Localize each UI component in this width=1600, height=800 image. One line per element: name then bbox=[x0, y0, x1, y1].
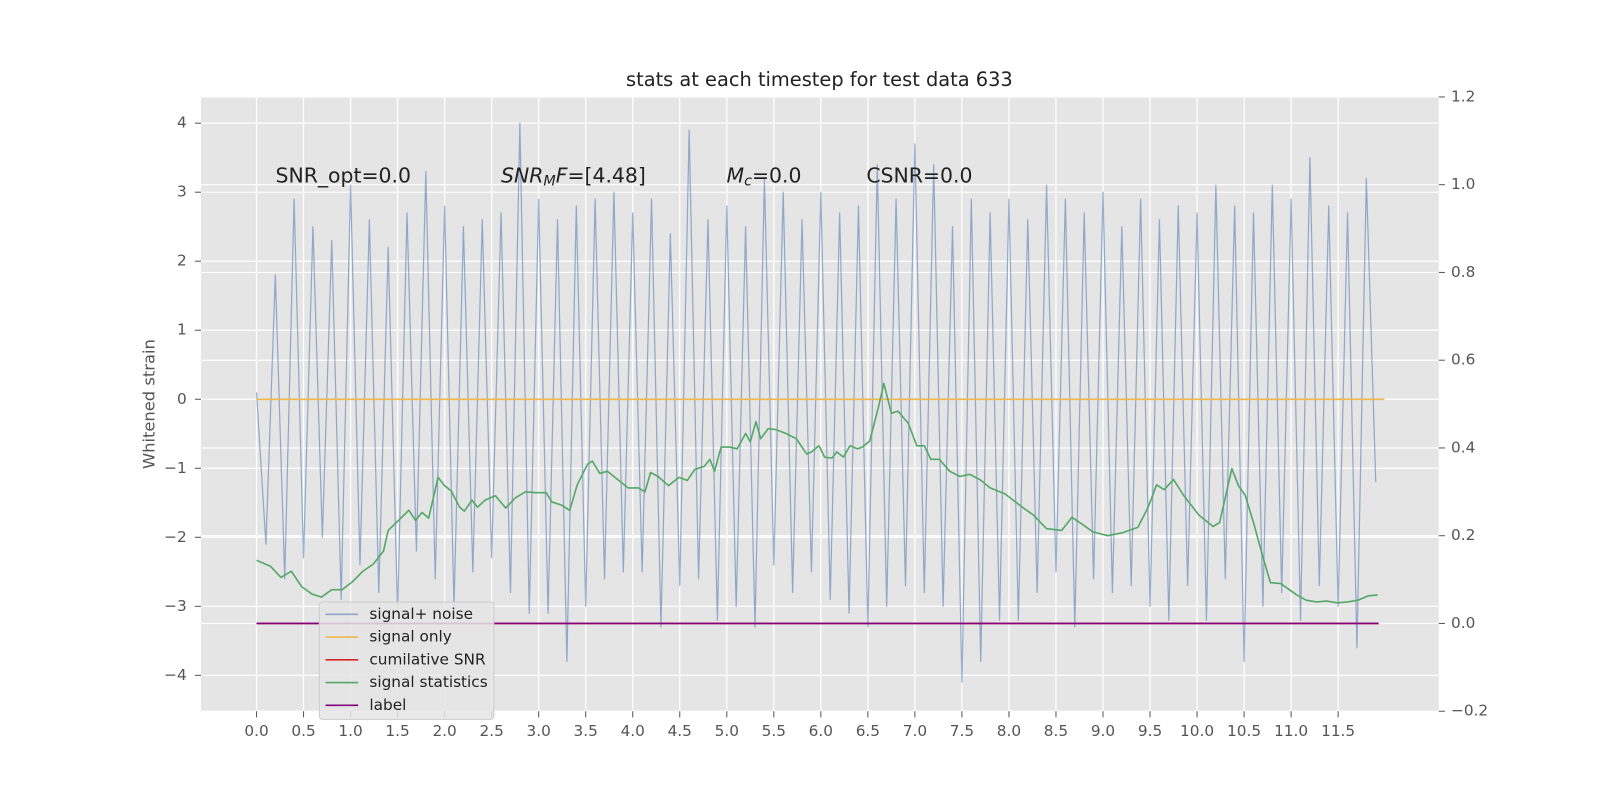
x-tick-label: 1.5 bbox=[385, 722, 409, 740]
y2-tick-label: 0.4 bbox=[1451, 438, 1475, 456]
x-tick-label: 7.5 bbox=[950, 722, 974, 740]
annotation-part: =[4.48] bbox=[567, 164, 645, 188]
x-tick-label: 9.0 bbox=[1091, 722, 1115, 740]
annotation-part: CSNR=0.0 bbox=[866, 164, 972, 188]
y-tick-label: 0 bbox=[177, 390, 187, 408]
series-line bbox=[256, 382, 1378, 604]
annotation-part: c bbox=[744, 174, 752, 190]
x-tick-label: 0.0 bbox=[244, 722, 268, 740]
y2-tick-label: 0.0 bbox=[1451, 614, 1475, 632]
x-tick-label: 8.0 bbox=[997, 722, 1021, 740]
series-line bbox=[255, 122, 1377, 683]
legend-label: signal only bbox=[369, 628, 451, 646]
x-tick-label: 6.0 bbox=[809, 722, 833, 740]
x-tick-label: 2.0 bbox=[432, 722, 456, 740]
y-tick-label: −4 bbox=[164, 666, 187, 684]
annotation: Mc=0.0 bbox=[727, 164, 802, 190]
y-tick-label: 4 bbox=[177, 114, 187, 132]
y-tick-label: 3 bbox=[177, 183, 187, 201]
x-tick-label: 10.5 bbox=[1227, 722, 1261, 740]
x-tick-label: 1.0 bbox=[338, 722, 362, 740]
annotation-part: M bbox=[543, 174, 555, 190]
y-axis-label: Whitened strain bbox=[140, 339, 159, 469]
y-tick-label: 1 bbox=[177, 321, 187, 339]
x-tick-label: 7.0 bbox=[903, 722, 927, 740]
annotation: CSNR=0.0 bbox=[866, 164, 972, 188]
legend-label: signal+ noise bbox=[369, 605, 473, 623]
y2-tick-label: 0.8 bbox=[1451, 263, 1475, 281]
y2-tick-label: 1.2 bbox=[1451, 87, 1475, 105]
x-tick-label: 10.0 bbox=[1180, 722, 1214, 740]
legend-label: cumilative SNR bbox=[369, 650, 486, 668]
x-tick-label: 0.5 bbox=[291, 722, 315, 740]
annotation-part: SNR_opt=0.0 bbox=[276, 164, 412, 189]
legend-label: signal statistics bbox=[369, 673, 487, 691]
y2-tick-label: 0.2 bbox=[1451, 526, 1475, 544]
annotation-part: F bbox=[556, 164, 568, 188]
x-tick-label: 4.0 bbox=[621, 722, 645, 740]
chart-title: stats at each timestep for test data 633 bbox=[626, 68, 1013, 91]
annotation-part: =0.0 bbox=[752, 164, 802, 188]
x-tick-label: 3.0 bbox=[527, 722, 551, 740]
x-tick-label: 11.0 bbox=[1274, 722, 1308, 740]
x-tick-label: 5.5 bbox=[762, 722, 786, 740]
x-tick-label: 9.5 bbox=[1138, 722, 1162, 740]
y-tick-label: −3 bbox=[164, 597, 187, 615]
y-tick-label: −2 bbox=[164, 528, 187, 546]
y2-tick-label: 1.0 bbox=[1451, 175, 1475, 193]
y-tick-label: 2 bbox=[177, 252, 187, 270]
y2-tick-label: −0.2 bbox=[1451, 702, 1488, 720]
y2-tick-label: 0.6 bbox=[1451, 351, 1475, 369]
axes-layer: 0.0 0.5 1.0 1.5 2.0 2.5 3.0 3.5 4.0 4.5 5.0 5.5 6.0 6… bbox=[164, 87, 1488, 740]
legend-label: label bbox=[369, 696, 406, 714]
x-tick-label: 6.5 bbox=[856, 722, 880, 740]
legend: signal+ noise signal only cumilative SNR si… bbox=[318, 601, 495, 720]
x-tick-label: 11.5 bbox=[1321, 722, 1355, 740]
annotation: SNRMF=[4.48] bbox=[501, 164, 646, 190]
x-tick-label: 4.5 bbox=[668, 722, 692, 740]
y-tick-label: −1 bbox=[164, 459, 187, 477]
annotations: SNR_opt=0.0 SNRMF=[4.48] Mc=0.0 CSNR=0.0 bbox=[276, 164, 973, 190]
x-tick-label: 5.0 bbox=[715, 722, 739, 740]
x-tick-label: 2.5 bbox=[479, 722, 503, 740]
annotation: SNR_opt=0.0 bbox=[276, 164, 412, 189]
legend-box bbox=[318, 601, 495, 720]
x-tick-label: 3.5 bbox=[574, 722, 598, 740]
annotation-part: SNR bbox=[501, 164, 543, 188]
annotation-part: M bbox=[727, 164, 745, 188]
x-tick-label: 8.5 bbox=[1044, 722, 1068, 740]
